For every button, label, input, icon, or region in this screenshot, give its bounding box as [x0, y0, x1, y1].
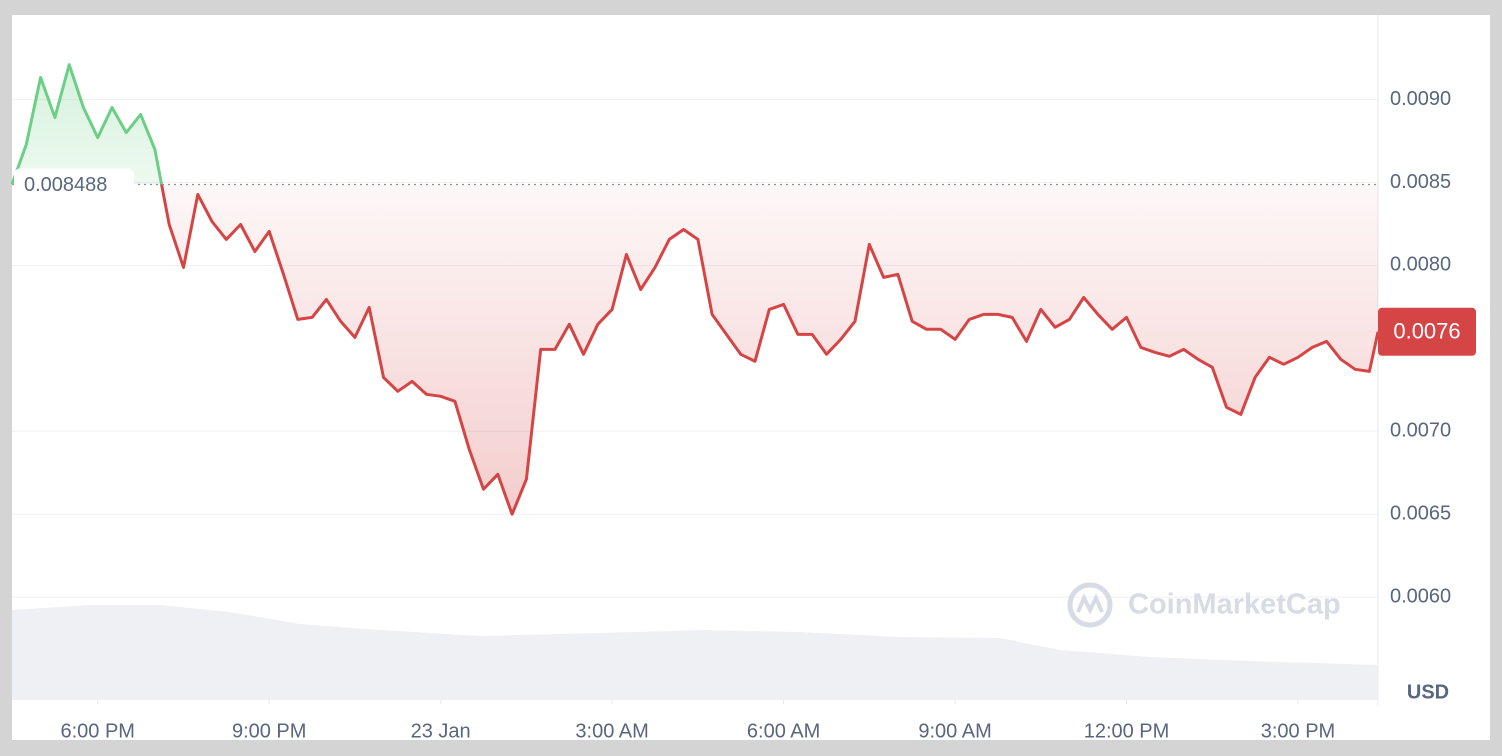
x-tick-label: 9:00 AM	[918, 720, 991, 742]
y-tick-label: 0.0090	[1390, 88, 1451, 110]
reference-label: 0.008488	[24, 174, 107, 196]
x-tick-label: 9:00 PM	[232, 720, 306, 742]
price-area	[12, 64, 1378, 515]
x-tick-label: 6:00 AM	[747, 720, 820, 742]
x-tick-label: 23 Jan	[411, 720, 471, 742]
y-tick-label: 0.0085	[1390, 171, 1451, 193]
watermark-logo	[1067, 582, 1113, 628]
data-layer: 0.008488	[10, 63, 1380, 516]
current-price-badge	[1378, 307, 1476, 356]
y-tick-label: 0.0070	[1390, 420, 1451, 442]
x-tick-label: 12:00 PM	[1084, 720, 1170, 742]
reference-label-bg	[14, 168, 134, 199]
currency-label: USD	[1407, 681, 1449, 703]
y-tick-label: 0.0080	[1390, 254, 1451, 276]
price-line	[10, 63, 1380, 516]
y-tick-label: 0.0065	[1390, 503, 1451, 525]
current-price-label: 0.0076	[1393, 319, 1460, 344]
x-tick-label: 6:00 PM	[60, 720, 134, 742]
x-tick-label: 3:00 PM	[1261, 720, 1335, 742]
watermark: CoinMarketCap	[1128, 589, 1341, 621]
volume-area	[12, 605, 1378, 700]
y-tick-label: 0.0060	[1390, 585, 1451, 607]
x-tick-label: 3:00 AM	[575, 720, 648, 742]
